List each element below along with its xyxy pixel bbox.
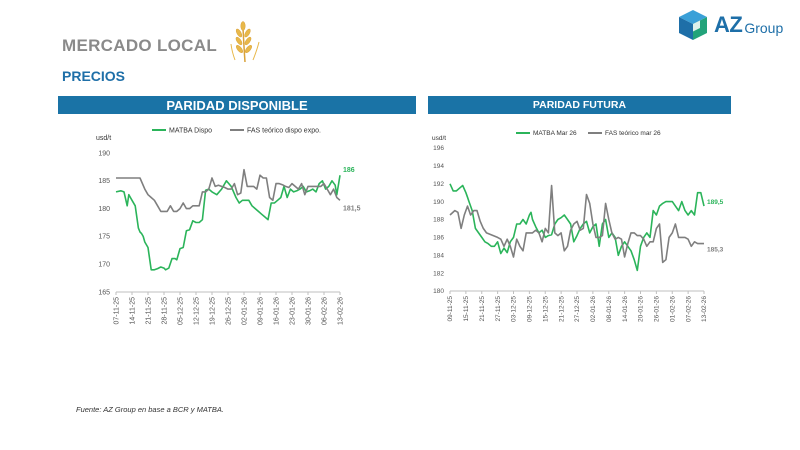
y-tick-label: 196 <box>433 145 444 152</box>
x-tick-label: 07-02-26 <box>685 296 692 322</box>
x-tick-label: 13-02-26 <box>337 297 344 325</box>
end-value-label-matba: 189,5 <box>707 199 724 206</box>
y-tick-label: 194 <box>433 163 444 170</box>
legend-label-fas: FAS teórico dispo expo. <box>247 127 321 134</box>
page-title: MERCADO LOCAL <box>62 36 217 55</box>
y-axis-label: usd/t <box>432 135 446 142</box>
x-tick-label: 21-11-25 <box>145 297 152 325</box>
y-tick-label: 188 <box>433 217 444 224</box>
y-tick-label: 165 <box>98 289 110 296</box>
wheat-icon <box>230 21 260 63</box>
chart-paridad-disponible: usd/t 165 170 175 180 185 190 07-11-25 14-11-25 2… <box>96 127 361 325</box>
x-tick-label: 09-11-25 <box>447 296 454 322</box>
x-tick-label: 30-01-26 <box>305 297 312 325</box>
y-tick-label: 184 <box>433 252 444 259</box>
x-tick-label: 21-12-25 <box>558 296 565 322</box>
x-tick-label: 21-11-25 <box>479 296 486 322</box>
legend-label-matba: MATBA Dispo <box>169 127 212 134</box>
x-tick-label: 19-12-25 <box>209 297 216 325</box>
x-tick-label: 09-01-26 <box>257 297 264 325</box>
y-tick-label: 190 <box>433 199 444 206</box>
legend-label-matba: MATBA Mar 26 <box>533 130 577 137</box>
y-tick-label: 180 <box>433 288 444 295</box>
x-tick-label: 02-01-26 <box>590 296 597 322</box>
series-line-fas <box>116 168 341 213</box>
x-tick-label: 14-11-25 <box>129 297 136 325</box>
logo-az-text: AZ <box>714 12 743 37</box>
x-tick-label: 12-12-25 <box>193 297 200 325</box>
x-tick-label: 03-12-25 <box>511 296 518 322</box>
x-tick-label: 26-12-25 <box>225 297 232 325</box>
x-tick-label: 15-12-25 <box>542 296 549 322</box>
y-tick-label: 170 <box>98 262 110 269</box>
source-note: Fuente: AZ Group en base a BCR y MATBA. <box>76 405 224 414</box>
end-value-label-fas: 181,5 <box>343 205 361 212</box>
y-tick-label: 175 <box>98 234 110 241</box>
x-tick-label: 08-01-26 <box>606 296 613 322</box>
page-subtitle: PRECIOS <box>62 68 126 84</box>
y-axis-label: usd/t <box>96 135 111 142</box>
y-tick-label: 180 <box>98 206 110 213</box>
x-tick-label: 20-01-26 <box>638 296 645 322</box>
cube-logo-icon <box>679 10 707 40</box>
logo-group-text: Group <box>744 19 784 36</box>
y-tick-label: 190 <box>98 150 110 157</box>
x-tick-label: 23-01-26 <box>289 297 296 325</box>
end-value-label-fas: 185,3 <box>707 247 724 254</box>
chart-paridad-futura: usd/t 180 182 184 186 188 190 192 194 196 09-11-25… <box>432 130 724 322</box>
y-tick-label: 185 <box>98 178 110 185</box>
legend-label-fas: FAS teórico mar 26 <box>605 130 661 137</box>
x-tick-label: 26-01-26 <box>654 296 661 322</box>
chart2-title-bar: PARIDAD FUTURA <box>428 96 731 114</box>
series-line-matba <box>449 183 705 272</box>
y-tick-label: 186 <box>433 235 444 242</box>
x-tick-label: 09-12-25 <box>527 296 534 322</box>
az-group-logo: AZ Group <box>676 8 783 42</box>
x-tick-label: 27-11-25 <box>495 296 502 322</box>
x-tick-label: 01-02-26 <box>669 296 676 322</box>
x-tick-label: 16-01-26 <box>273 297 280 325</box>
series-line-fas <box>449 184 704 264</box>
x-tick-label: 06-02-26 <box>321 297 328 325</box>
x-tick-label: 15-11-25 <box>463 296 470 322</box>
x-tick-label: 02-01-26 <box>241 297 248 325</box>
end-value-label-matba: 186 <box>343 167 355 174</box>
x-tick-label: 13-02-26 <box>701 296 708 322</box>
x-tick-label: 28-11-25 <box>161 297 168 325</box>
x-tick-label: 14-01-26 <box>622 296 629 322</box>
y-tick-label: 182 <box>433 270 444 277</box>
chart1-title-bar: PARIDAD DISPONIBLE <box>58 96 416 114</box>
y-tick-label: 192 <box>433 181 444 188</box>
x-tick-label: 27-12-25 <box>574 296 581 322</box>
x-tick-label: 07-11-25 <box>113 297 120 325</box>
x-tick-label: 05-12-25 <box>177 297 184 325</box>
